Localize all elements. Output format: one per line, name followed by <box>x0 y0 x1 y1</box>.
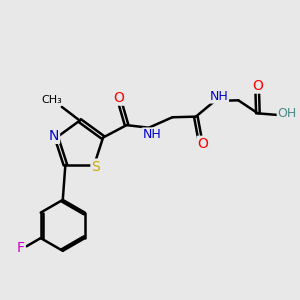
Text: NH: NH <box>209 89 228 103</box>
Text: methyl: methyl <box>50 102 55 104</box>
Text: F: F <box>17 241 25 255</box>
Text: O: O <box>198 137 208 151</box>
Text: CH₃: CH₃ <box>42 95 62 105</box>
Text: NH: NH <box>143 128 161 141</box>
Text: methyl: methyl <box>55 102 59 104</box>
Text: O: O <box>252 79 263 93</box>
Text: O: O <box>114 91 124 105</box>
Text: S: S <box>92 160 100 174</box>
Text: OH: OH <box>278 107 297 120</box>
Text: N: N <box>49 129 59 143</box>
